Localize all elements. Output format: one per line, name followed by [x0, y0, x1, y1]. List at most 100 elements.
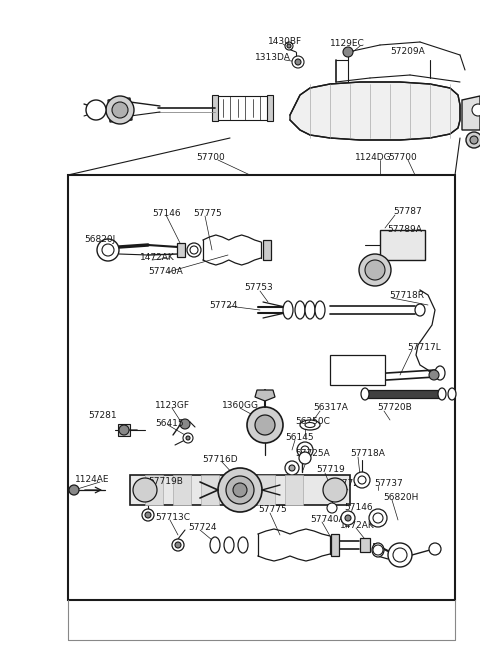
- Circle shape: [226, 476, 254, 504]
- Circle shape: [289, 465, 295, 471]
- Text: 1124AE: 1124AE: [75, 476, 109, 485]
- Text: 1123GF: 1123GF: [155, 401, 190, 411]
- Circle shape: [183, 433, 193, 443]
- Text: 57718R: 57718R: [389, 291, 424, 300]
- Circle shape: [233, 483, 247, 497]
- Text: 57719B: 57719B: [148, 478, 183, 487]
- Circle shape: [218, 468, 262, 512]
- Circle shape: [323, 478, 347, 502]
- Circle shape: [287, 44, 291, 48]
- Circle shape: [295, 59, 301, 65]
- Text: 1360GG: 1360GG: [222, 401, 259, 409]
- Ellipse shape: [238, 537, 248, 553]
- Text: 56820H: 56820H: [383, 493, 419, 502]
- Ellipse shape: [283, 301, 293, 319]
- Circle shape: [373, 545, 383, 555]
- Ellipse shape: [305, 422, 315, 428]
- Circle shape: [285, 461, 299, 475]
- Circle shape: [102, 244, 114, 256]
- Circle shape: [172, 539, 184, 551]
- Circle shape: [359, 254, 391, 286]
- Circle shape: [133, 478, 157, 502]
- Polygon shape: [462, 96, 480, 130]
- Text: 57740A: 57740A: [310, 516, 345, 525]
- Circle shape: [429, 370, 439, 380]
- Circle shape: [86, 100, 106, 120]
- Circle shape: [247, 407, 283, 443]
- Circle shape: [112, 102, 128, 118]
- Bar: [360, 538, 370, 552]
- Ellipse shape: [210, 537, 220, 553]
- Bar: [177, 243, 185, 257]
- Text: 57718A: 57718A: [350, 449, 385, 459]
- Text: 57775: 57775: [258, 506, 287, 514]
- Text: 57713C: 57713C: [155, 514, 190, 522]
- Ellipse shape: [448, 388, 456, 400]
- Ellipse shape: [361, 388, 369, 400]
- Circle shape: [358, 476, 366, 484]
- Text: 57700: 57700: [388, 154, 417, 163]
- Text: 57717L: 57717L: [407, 342, 441, 352]
- Polygon shape: [290, 82, 460, 140]
- Circle shape: [354, 472, 370, 488]
- Ellipse shape: [435, 366, 445, 380]
- Text: 57720B: 57720B: [377, 403, 412, 413]
- Bar: [201, 475, 219, 505]
- Circle shape: [369, 509, 387, 527]
- Circle shape: [472, 104, 480, 116]
- Text: 56317A: 56317A: [313, 403, 348, 413]
- Text: 57740A: 57740A: [148, 268, 183, 276]
- Text: 57725A: 57725A: [295, 449, 330, 459]
- Bar: [365, 390, 440, 398]
- Text: 57146: 57146: [344, 504, 372, 512]
- Bar: [68, 175, 455, 600]
- Ellipse shape: [315, 301, 325, 319]
- Circle shape: [373, 513, 383, 523]
- Text: 57209A: 57209A: [390, 47, 425, 56]
- Text: 1472AK: 1472AK: [340, 522, 375, 531]
- Circle shape: [343, 47, 353, 57]
- Circle shape: [327, 503, 337, 513]
- Circle shape: [301, 446, 309, 454]
- Text: 1313DA: 1313DA: [255, 54, 291, 62]
- Bar: [380, 230, 425, 260]
- Text: 57789A: 57789A: [387, 226, 422, 234]
- Circle shape: [388, 543, 412, 567]
- Text: 1124DG: 1124DG: [355, 154, 392, 163]
- Text: 1129EC: 1129EC: [330, 39, 365, 49]
- Bar: [145, 475, 163, 505]
- Circle shape: [187, 243, 201, 257]
- Text: 56415: 56415: [155, 419, 184, 428]
- Circle shape: [285, 42, 293, 50]
- Bar: [212, 95, 218, 121]
- Bar: [263, 240, 271, 260]
- Circle shape: [142, 509, 154, 521]
- Circle shape: [299, 452, 311, 464]
- Text: 57724: 57724: [188, 523, 216, 533]
- Polygon shape: [255, 390, 275, 401]
- Text: 57146: 57146: [152, 209, 180, 218]
- Ellipse shape: [438, 388, 446, 400]
- Text: 57787: 57787: [393, 207, 422, 216]
- Text: 57716D: 57716D: [202, 455, 238, 464]
- Ellipse shape: [295, 301, 305, 319]
- Text: 56250C: 56250C: [295, 417, 330, 426]
- Polygon shape: [118, 424, 130, 436]
- Ellipse shape: [300, 420, 320, 430]
- Polygon shape: [108, 98, 132, 122]
- Bar: [257, 475, 275, 505]
- Text: 56820J: 56820J: [84, 236, 115, 245]
- Ellipse shape: [305, 301, 315, 319]
- Bar: [229, 475, 247, 505]
- Circle shape: [429, 543, 441, 555]
- Circle shape: [255, 415, 275, 435]
- Text: 57724: 57724: [209, 302, 238, 310]
- Circle shape: [470, 136, 478, 144]
- Circle shape: [97, 239, 119, 261]
- Bar: [130, 475, 350, 505]
- Bar: [285, 475, 303, 505]
- Circle shape: [345, 515, 351, 521]
- Circle shape: [393, 548, 407, 562]
- Bar: [331, 534, 339, 556]
- Text: 57281: 57281: [88, 411, 117, 419]
